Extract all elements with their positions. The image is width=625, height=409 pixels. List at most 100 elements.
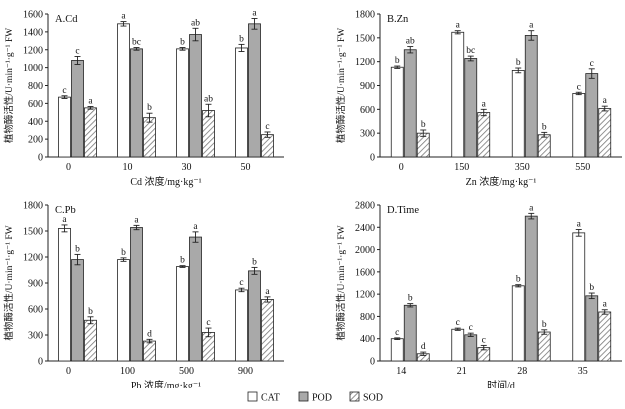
x-axis-label: Zn 浓度/mg·kg⁻¹ (466, 175, 537, 188)
bar-cat (58, 96, 71, 158)
legend-swatch-cat (247, 391, 258, 402)
x-tick-label: 28 (517, 366, 527, 377)
x-tick-label: 0 (66, 162, 71, 173)
y-tick-label: 1500 (355, 33, 375, 44)
y-tick-label: 2400 (355, 223, 375, 234)
y-tick-label: 1200 (355, 57, 375, 68)
x-tick-label: 0 (66, 366, 71, 377)
y-tick-label: 1000 (23, 63, 43, 74)
legend-label-cat: CAT (261, 393, 280, 404)
bar-cat (58, 227, 71, 362)
y-tick-label: 1600 (355, 267, 375, 278)
bar-sod (477, 112, 491, 158)
y-tick-label: 200 (28, 135, 43, 146)
significance-letter: a (577, 220, 582, 230)
y-tick-label: 800 (28, 81, 43, 92)
chart-panel-3: 0 300 600 900 1200 1500 1800 C.Pb 植物酶活性/U·min⁻¹·… (3, 201, 284, 392)
significance-letter: b (252, 257, 257, 267)
x-tick-label: 50 (241, 162, 251, 173)
y-tick-label: 0 (370, 153, 375, 164)
bar-pod (524, 215, 538, 362)
bar-cat (117, 23, 130, 158)
bar-pod (248, 23, 261, 158)
bar-cat (176, 266, 189, 362)
significance-letter: c (456, 318, 460, 328)
bar-cat (176, 48, 189, 158)
significance-letter: d (147, 329, 152, 339)
x-tick-label: 35 (578, 366, 588, 377)
y-tick-label: 1200 (355, 290, 375, 301)
significance-letter: c (590, 59, 594, 69)
y-tick-label: 300 (28, 331, 43, 342)
significance-letter: b (180, 256, 185, 266)
x-tick-label: 10 (123, 162, 133, 173)
bar-pod (248, 270, 261, 362)
bar-pod (524, 35, 538, 158)
significance-letter: a (252, 8, 257, 18)
bar-sod (143, 117, 156, 158)
significance-letter: c (469, 323, 473, 333)
legend-swatch-pod (298, 391, 309, 402)
significance-letter: a (265, 287, 270, 297)
legend-swatch-sod (349, 391, 360, 402)
x-axis-label: Pb 浓度/mg·kg⁻¹ (131, 379, 201, 388)
bar-sod (598, 108, 612, 158)
bar-cat (572, 93, 586, 158)
x-tick-label: 30 (182, 162, 192, 173)
y-tick-label: 0 (38, 357, 43, 368)
x-tick-label: 14 (396, 366, 406, 377)
x-axis-label: Cd 浓度/mg·kg⁻¹ (130, 175, 201, 188)
y-tick-label: 2800 (355, 201, 375, 212)
significance-letter: b (542, 320, 547, 330)
y-tick-label: 1800 (23, 201, 43, 212)
bar-pod (189, 34, 202, 158)
significance-letter: c (482, 335, 486, 345)
significance-letter: b (516, 58, 521, 68)
significance-letter: ab (406, 37, 415, 47)
x-tick-label: 21 (457, 366, 467, 377)
bar-cat (511, 285, 525, 362)
bar-pod (464, 58, 478, 158)
bar-pod (189, 236, 202, 362)
significance-letter: c (577, 82, 581, 92)
x-tick-label: 550 (575, 162, 590, 173)
significance-letter: a (88, 97, 93, 107)
y-tick-label: 600 (28, 99, 43, 110)
y-tick-label: 400 (360, 334, 375, 345)
panel-label: D.Time (387, 205, 419, 216)
significance-letter: a (456, 21, 461, 31)
significance-letter: b (75, 244, 80, 254)
significance-letter: b (180, 38, 185, 48)
significance-letter: b (542, 122, 547, 132)
bar-sod (261, 134, 274, 158)
y-axis-label: 植物酶活性/U·min⁻¹·g⁻¹ FW (335, 28, 347, 143)
bar-cat (117, 259, 130, 362)
bar-cat (572, 232, 586, 362)
bar-pod (403, 304, 417, 362)
y-tick-label: 800 (360, 312, 375, 323)
x-tick-label: 0 (399, 162, 404, 173)
y-tick-label: 900 (360, 81, 375, 92)
bar-pod (585, 295, 599, 362)
significance-letter: b (147, 103, 152, 113)
bar-pod (464, 334, 478, 362)
y-tick-label: 0 (38, 153, 43, 164)
significance-letter: a (134, 215, 139, 225)
significance-letter: b (121, 248, 126, 258)
significance-letter: c (239, 278, 243, 288)
y-tick-label: 0 (370, 357, 375, 368)
significance-letter: c (62, 86, 66, 96)
x-tick-label: 350 (515, 162, 530, 173)
bar-pod (130, 227, 143, 362)
significance-letter: a (482, 99, 487, 109)
y-tick-label: 1500 (23, 227, 43, 238)
bar-pod (130, 48, 143, 158)
significance-letter: c (265, 122, 269, 132)
significance-letter: b (408, 294, 413, 304)
bar-cat (451, 328, 465, 362)
x-axis-label: 时间/d (487, 379, 515, 388)
bar-sod (537, 331, 551, 362)
